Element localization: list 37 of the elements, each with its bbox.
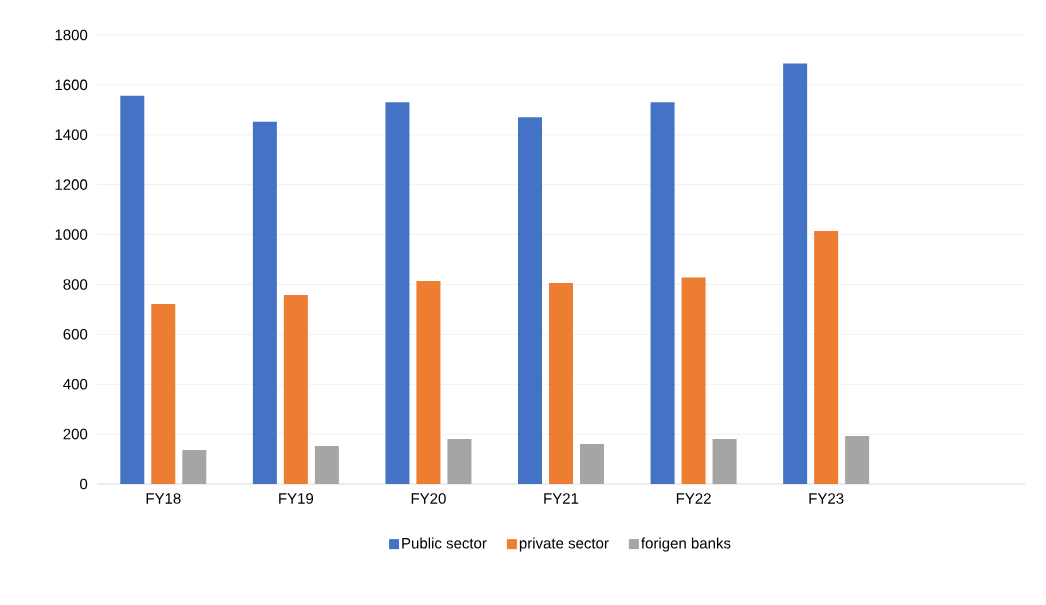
bar: [252, 121, 277, 484]
x-tick-label: FY22: [676, 493, 711, 504]
x-tick-label: FY18: [146, 493, 181, 504]
y-tick-label: 1400: [55, 129, 88, 141]
bar: [447, 439, 472, 484]
y-tick-label: 1800: [55, 29, 88, 41]
bar: [712, 439, 737, 484]
bar: [681, 277, 706, 484]
x-tick-label: FY23: [809, 493, 844, 504]
x-tick-label: FY19: [279, 493, 314, 504]
y-tick-label: 400: [63, 378, 88, 390]
bar: [314, 446, 339, 484]
bar: [845, 436, 870, 484]
y-tick-label: 1200: [55, 179, 88, 190]
y-tick-label: 600: [63, 329, 88, 340]
legend-label: Public sector: [402, 537, 487, 549]
bar: [580, 444, 605, 484]
bar: [814, 231, 839, 484]
bar: [650, 102, 675, 484]
legend-label: private sector: [519, 537, 609, 552]
bar: [518, 117, 542, 484]
x-tick-label: FY21: [544, 493, 579, 504]
y-tick-label: 200: [63, 428, 88, 440]
bar: [151, 303, 176, 484]
bar: [783, 63, 808, 484]
legend-label: forigen banks: [641, 537, 731, 552]
bar: [283, 294, 308, 484]
bar: [385, 102, 410, 484]
y-tick-label: 0: [80, 478, 88, 490]
bar: [120, 95, 145, 484]
y-tick-label: 800: [63, 279, 88, 290]
y-tick-label: 1000: [55, 229, 88, 240]
bar: [549, 282, 573, 484]
x-tick-label: FY20: [411, 493, 446, 504]
y-tick-label: 1600: [55, 79, 88, 91]
bar: [416, 280, 441, 484]
bar: [182, 450, 207, 484]
